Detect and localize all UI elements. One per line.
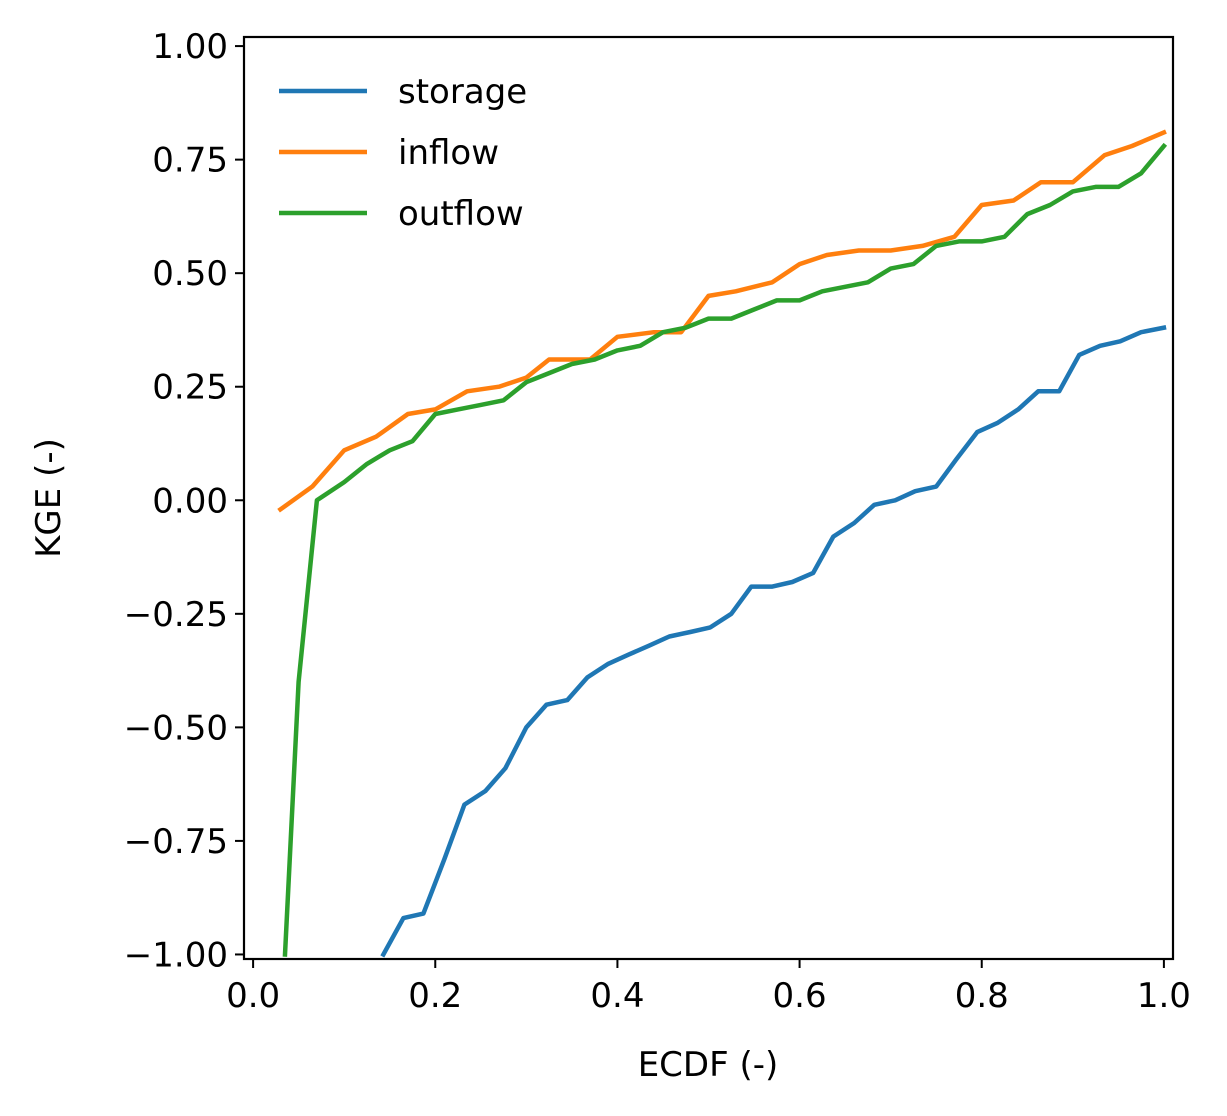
y-tick-label: −0.25 (124, 595, 228, 635)
y-tick-label: −1.00 (124, 935, 228, 975)
x-tick-label: 0.4 (590, 976, 644, 1016)
y-tick-label: −0.75 (124, 822, 228, 862)
series-line-storage (380, 325, 1167, 958)
x-tick-label: 1.0 (1137, 976, 1191, 1016)
y-axis-label: KGE (-) (29, 438, 69, 558)
legend-label-inflow: inflow (398, 133, 499, 173)
x-axis-label: ECDF (-) (638, 1045, 779, 1085)
x-tick-label: 0.2 (408, 976, 462, 1016)
y-tick-label: 0.25 (152, 368, 228, 408)
y-tick-label: 1.00 (152, 27, 228, 67)
plot-frame (242, 35, 1175, 961)
x-tick-label: 0.0 (226, 976, 280, 1016)
y-tick-label: −0.50 (124, 708, 228, 748)
series-layer (277, 129, 1168, 958)
y-axis-ticks: 1.00 0.75 0.50 0.25 0.00 −0.25 −0.50 −0.75 −1.00 (124, 27, 244, 975)
y-tick-label: 0.50 (152, 254, 228, 294)
series-line-inflow (277, 129, 1167, 513)
y-tick-label: 0.75 (152, 141, 228, 181)
legend-label-outflow: outflow (398, 194, 524, 234)
series-line-outflow (282, 142, 1168, 957)
x-axis-ticks: 0.0 0.2 0.4 0.6 0.8 1.0 (226, 959, 1191, 1016)
y-tick-label: 0.00 (152, 481, 228, 521)
legend: storage inflow outflow (279, 72, 527, 234)
x-tick-label: 0.8 (955, 976, 1009, 1016)
x-tick-label: 0.6 (773, 976, 827, 1016)
legend-label-storage: storage (398, 72, 527, 112)
